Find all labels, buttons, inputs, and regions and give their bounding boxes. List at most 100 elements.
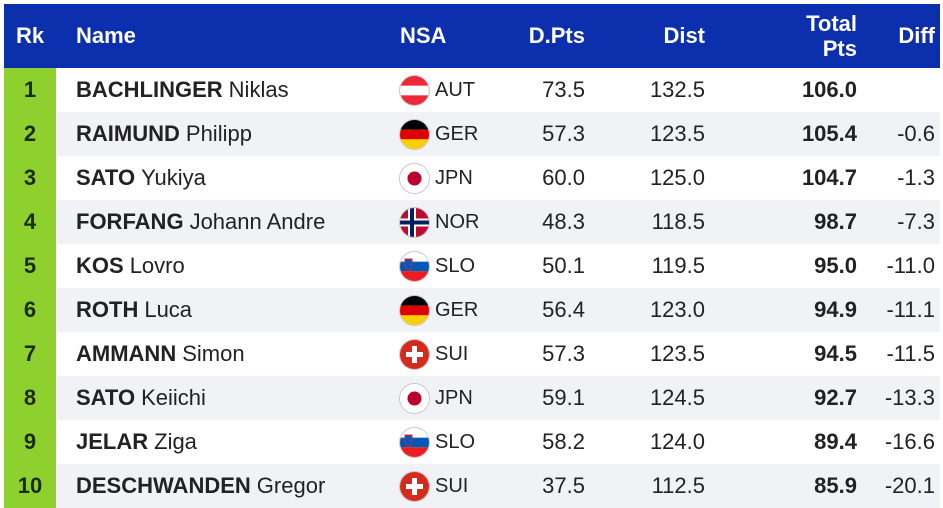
rank-cell: 10 [4,464,56,508]
athlete-name[interactable]: SATO Yukiya [76,156,206,200]
header-name[interactable]: Name [76,23,136,48]
header-total-line2: Pts [822,36,857,61]
first-name: Luca [144,297,193,322]
distance-points-cell: 57.3 [542,341,585,366]
rank-cell: 7 [4,332,56,376]
athlete-name[interactable]: FORFANG Johann Andre [76,200,325,244]
table-row[interactable]: 4 FORFANG Johann Andre NOR 48.3 118.5 98.7 -7.3 [4,200,940,244]
slovenia-flag-icon [400,427,429,457]
switzerland-flag-icon [400,471,429,501]
athlete-name[interactable]: RAIMUND Philipp [76,112,252,156]
athlete-name[interactable]: AMMANN Simon [76,332,245,376]
diff-cell: -1.3 [897,165,935,190]
nsa-code: JPN [435,166,473,189]
nsa-code: GER [435,122,479,145]
table-row[interactable]: 9 JELAR Ziga SLO 58.2 124.0 89.4 -16.6 [4,420,940,464]
header-distance[interactable]: Dist [663,23,705,48]
distance-points-cell: 73.5 [542,77,585,102]
nsa-cell: SUI [400,464,468,508]
first-name: Keiichi [141,385,206,410]
diff-cell: -13.3 [884,385,935,410]
athlete-name[interactable]: DESCHWANDEN Gregor [76,464,325,508]
diff-cell: -0.6 [897,121,935,146]
distance-cell: 125.0 [649,165,705,190]
header-total-line1: Total [806,11,857,36]
first-name: Yukiya [141,165,206,190]
table-header: Rk Name NSA D.Pts Dist Total Pts Diff [4,4,940,68]
distance-cell: 123.5 [649,341,705,366]
nsa-cell: JPN [400,376,473,420]
distance-cell: 118.5 [651,209,705,234]
table-row[interactable]: 8 SATO Keiichi JPN 59.1 124.5 92.7 -13.3 [4,376,940,420]
total-points-cell: 106.0 [801,77,857,102]
japan-flag-icon [400,163,429,193]
athlete-name[interactable]: KOS Lovro [76,244,185,288]
last-name: JELAR [76,429,149,454]
total-points-cell: 89.4 [814,429,857,454]
nsa-code: SLO [435,430,476,453]
header-rank[interactable]: Rk [16,23,45,48]
nsa-cell: JPN [400,156,473,200]
germany-flag-icon [400,295,429,325]
distance-cell: 112.5 [651,473,705,498]
diff-cell: -11.1 [886,297,935,322]
diff-cell: -11.5 [886,341,935,366]
nsa-code: SLO [435,254,476,277]
germany-flag-icon [400,119,429,149]
header-nsa[interactable]: NSA [400,23,447,48]
total-points-cell: 105.4 [801,121,857,146]
last-name: BACHLINGER [76,77,223,102]
table-row[interactable]: 2 RAIMUND Philipp GER 57.3 123.5 105.4 -0.6 [4,112,940,156]
diff-cell: -11.0 [886,253,935,278]
diff-cell: -7.3 [897,209,935,234]
athlete-name[interactable]: JELAR Ziga [76,420,197,464]
table-body: 1 BACHLINGER Niklas AUT 73.5 132.5 106.0 2 RAIMU… [4,68,940,508]
first-name: Niklas [228,77,289,102]
athlete-name[interactable]: SATO Keiichi [76,376,206,420]
first-name: Lovro [129,253,185,278]
japan-flag-icon [400,383,429,413]
rank-cell: 2 [4,112,56,156]
table-row[interactable]: 6 ROTH Luca GER 56.4 123.0 94.9 -11.1 [4,288,940,332]
athlete-name[interactable]: BACHLINGER Niklas [76,68,289,112]
header-total-points[interactable]: Total Pts [806,4,857,68]
diff-cell: -16.6 [884,429,935,454]
distance-points-cell: 57.3 [542,121,585,146]
distance-points-cell: 50.1 [542,253,585,278]
table-row[interactable]: 7 AMMANN Simon SUI 57.3 123.5 94.5 -11.5 [4,332,940,376]
diff-cell: -20.1 [884,473,935,498]
nsa-code: SUI [435,342,469,365]
nsa-code: SUI [435,474,469,497]
first-name: Johann Andre [189,209,326,234]
total-points-cell: 92.7 [814,385,857,410]
switzerland-flag-icon [400,339,429,369]
athlete-name[interactable]: ROTH Luca [76,288,192,332]
last-name: RAIMUND [76,121,180,146]
header-diff[interactable]: Diff [898,23,935,48]
distance-cell: 123.0 [649,297,705,322]
rank-cell: 9 [4,420,56,464]
total-points-cell: 94.5 [814,341,857,366]
nsa-code: AUT [435,78,475,101]
distance-points-cell: 56.4 [542,297,585,322]
rank-cell: 1 [4,68,56,112]
nsa-code: GER [435,298,479,321]
nsa-cell: SLO [400,244,475,288]
distance-cell: 124.5 [649,385,705,410]
header-distance-points[interactable]: D.Pts [528,23,585,48]
total-points-cell: 94.9 [814,297,857,322]
table-row[interactable]: 10 DESCHWANDEN Gregor SUI 37.5 112.5 85.9 -20.1 [4,464,940,508]
table-row[interactable]: 1 BACHLINGER Niklas AUT 73.5 132.5 106.0 [4,68,940,112]
last-name: AMMANN [76,341,177,366]
distance-cell: 124.0 [649,429,705,454]
distance-points-cell: 58.2 [542,429,585,454]
norway-flag-icon [400,207,429,237]
last-name: KOS [76,253,124,278]
table-row[interactable]: 3 SATO Yukiya JPN 60.0 125.0 104.7 -1.3 [4,156,940,200]
nsa-cell: NOR [400,200,479,244]
distance-points-cell: 59.1 [542,385,585,410]
total-points-cell: 95.0 [814,253,857,278]
table-row[interactable]: 5 KOS Lovro SLO 50.1 119.5 95.0 -11.0 [4,244,940,288]
nsa-cell: AUT [400,68,475,112]
